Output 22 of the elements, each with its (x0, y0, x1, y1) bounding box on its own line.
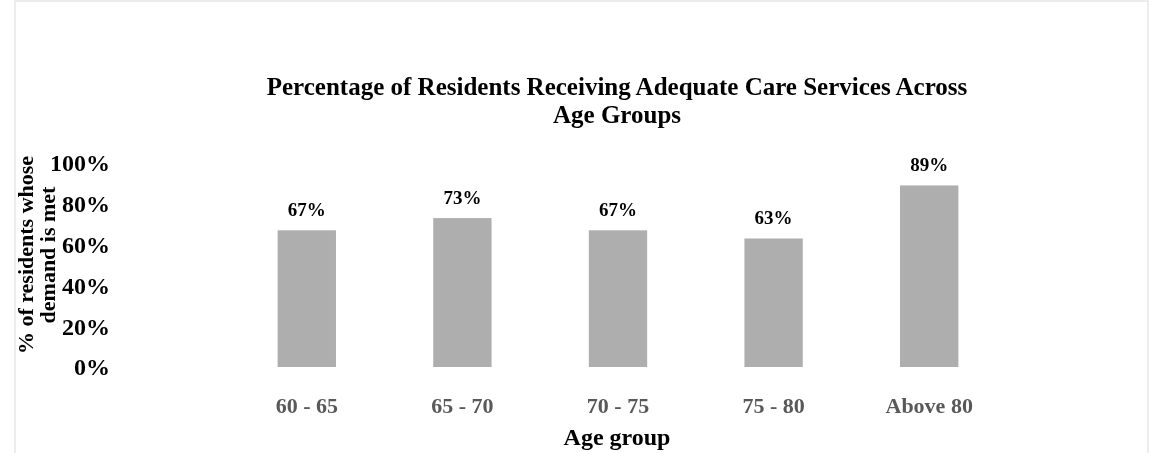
data-label: 89% (910, 154, 949, 176)
y-tick-label: 60% (62, 232, 110, 258)
y-tick-label: 0% (74, 354, 110, 381)
x-tick-label: 60 - 65 (275, 392, 338, 418)
y-tick-label: 40% (62, 272, 110, 299)
y-tick-label: 80% (62, 191, 110, 218)
x-tick-label: Above 80 (885, 392, 973, 418)
x-axis-title: Age group (563, 424, 671, 450)
bar (433, 218, 492, 367)
chart-title: Percentage of Residents Receiving Adequate Care Services Across Age Groups (266, 73, 968, 128)
bar (588, 230, 648, 367)
x-tick-label: 75 - 80 (742, 392, 805, 418)
bar (900, 185, 959, 367)
data-label: 63% (754, 207, 793, 229)
data-label: 73% (443, 187, 482, 209)
x-tick-label: 70 - 75 (586, 392, 650, 418)
data-label: 67% (599, 199, 637, 221)
bar (277, 230, 336, 367)
y-tick-label: 20% (62, 313, 110, 340)
x-tick-label: 65 - 70 (431, 392, 494, 418)
data-label: 67% (287, 199, 326, 221)
bar (744, 238, 803, 367)
